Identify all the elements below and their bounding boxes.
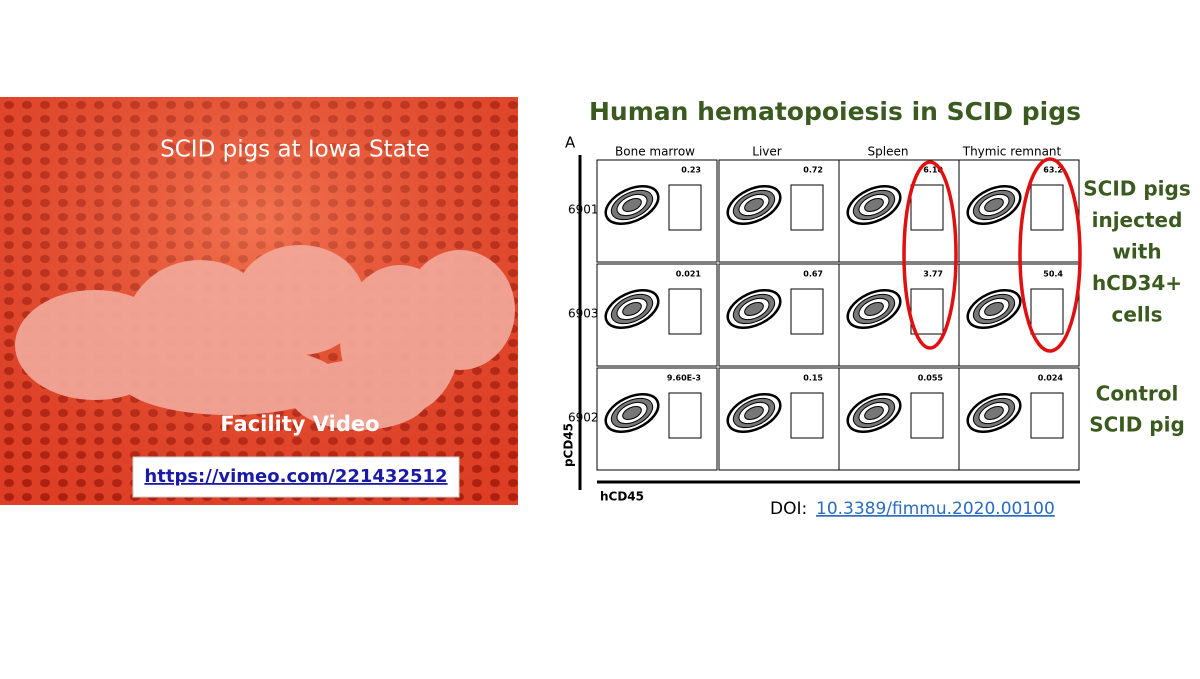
annotations: SCID pigs injected with hCD34+ cells Control S…	[1083, 177, 1190, 437]
contour	[744, 405, 764, 421]
gate	[790, 392, 824, 439]
row-label: 6902	[568, 411, 599, 425]
contour	[622, 405, 642, 421]
column-header: Thymic remnant	[962, 145, 1062, 159]
x-axis-label: hCD45	[600, 490, 644, 504]
gate-value: 63.2	[1043, 166, 1063, 175]
contour	[984, 405, 1004, 421]
gate	[1030, 184, 1064, 231]
control-note: SCID pig	[1089, 413, 1185, 437]
contour	[864, 301, 884, 317]
injected-note: SCID pigs	[1083, 177, 1190, 201]
gate	[790, 184, 824, 231]
panel-label: A	[565, 134, 576, 152]
highlight-spleen	[902, 160, 958, 350]
contour	[744, 301, 764, 317]
photo: SCID pigs at Iowa State Facility Video h…	[0, 97, 518, 505]
contour	[744, 197, 764, 213]
gate-value: 0.15	[803, 374, 823, 383]
contour	[864, 197, 884, 213]
column-header: Spleen	[868, 145, 909, 159]
video-label: Facility Video	[220, 412, 379, 436]
column-header: Bone marrow	[615, 145, 695, 159]
y-axis-label: pCD45	[562, 423, 576, 467]
gate-value: 9.60E-3	[667, 374, 701, 383]
gate-value: 0.23	[681, 166, 701, 175]
gate-value: 50.4	[1043, 270, 1063, 279]
panel-grid: Bone marrow Liver Spleen Thymic remnant 6901…	[568, 145, 1080, 471]
figure-title: Human hematopoiesis in SCID pigs	[589, 97, 1081, 126]
injected-note: cells	[1111, 303, 1162, 327]
injected-note: with	[1112, 240, 1161, 264]
gate	[1030, 392, 1064, 439]
contour	[864, 405, 884, 421]
injected-note: injected	[1092, 208, 1183, 232]
gate-value: 0.021	[676, 270, 702, 279]
gate-value: 0.055	[918, 374, 944, 383]
contour	[622, 301, 642, 317]
gate	[910, 392, 944, 439]
gate-value: 0.67	[803, 270, 823, 279]
contour	[984, 197, 1004, 213]
gate-value: 3.77	[923, 270, 943, 279]
gate	[910, 184, 944, 231]
video-link[interactable]: https://vimeo.com/221432512	[144, 466, 447, 487]
control-note: Control	[1096, 382, 1179, 406]
gate-value: 0.72	[803, 166, 823, 175]
gate	[668, 288, 702, 335]
contour	[984, 301, 1004, 317]
doi-prefix: DOI:	[770, 499, 807, 519]
gate	[790, 288, 824, 335]
doi-link[interactable]: 10.3389/fimmu.2020.00100	[816, 499, 1055, 519]
gate	[1030, 288, 1064, 335]
row-label: 6903	[568, 307, 599, 321]
gate-value: 6.10	[923, 166, 943, 175]
gate	[668, 184, 702, 231]
row-label: 6901	[568, 203, 599, 217]
gate-value: 0.024	[1038, 374, 1064, 383]
contour	[622, 197, 642, 213]
column-header: Liver	[752, 145, 782, 159]
link-box	[132, 456, 460, 498]
injected-note: hCD34+	[1092, 271, 1182, 295]
gate	[668, 392, 702, 439]
highlight-thymus	[1018, 157, 1082, 353]
photo-caption: SCID pigs at Iowa State	[160, 137, 430, 163]
